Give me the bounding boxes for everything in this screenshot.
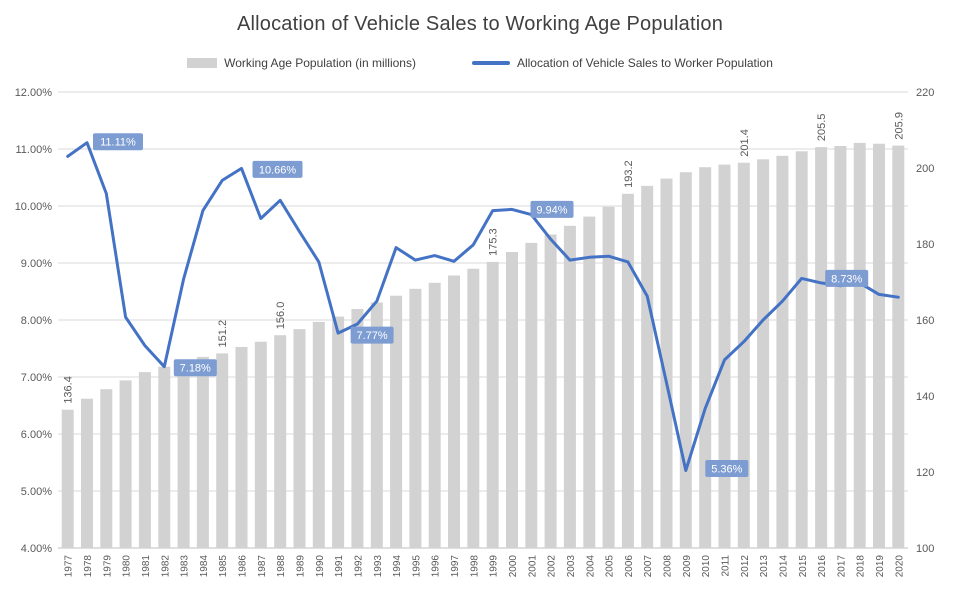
left-axis-tick-labels: 4.00% 5.00% 6.00% 7.00% 8.00% 9.00% 10.00% 11.0… [15, 87, 53, 555]
svg-text:205.5: 205.5 [816, 114, 828, 142]
svg-text:2007: 2007 [643, 555, 654, 578]
svg-text:11.00%: 11.00% [16, 144, 53, 156]
svg-text:9.94%: 9.94% [536, 204, 567, 216]
svg-text:7.77%: 7.77% [357, 330, 388, 342]
svg-text:1993: 1993 [373, 555, 384, 578]
svg-text:180: 180 [916, 239, 934, 251]
svg-text:220: 220 [916, 87, 934, 99]
svg-text:205.9: 205.9 [893, 112, 905, 140]
svg-text:1986: 1986 [238, 555, 249, 578]
svg-text:1982: 1982 [160, 555, 171, 578]
svg-text:1998: 1998 [469, 555, 480, 578]
bars-working-age-population [61, 142, 905, 549]
svg-text:9.00%: 9.00% [21, 258, 52, 270]
svg-text:10.66%: 10.66% [259, 164, 297, 176]
svg-text:1983: 1983 [180, 555, 191, 578]
svg-text:2006: 2006 [624, 555, 635, 578]
svg-text:2017: 2017 [836, 555, 847, 578]
svg-text:2001: 2001 [527, 555, 538, 578]
svg-text:151.2: 151.2 [217, 320, 229, 348]
svg-text:5.00%: 5.00% [21, 486, 52, 498]
svg-text:1996: 1996 [431, 555, 442, 578]
svg-text:8.73%: 8.73% [831, 273, 862, 285]
legend-label-line: Allocation of Vehicle Sales to Worker Po… [516, 56, 773, 70]
svg-text:136.4: 136.4 [63, 376, 75, 404]
svg-text:7.00%: 7.00% [21, 372, 52, 384]
svg-text:2000: 2000 [508, 555, 519, 578]
svg-text:2020: 2020 [894, 555, 905, 578]
svg-text:1987: 1987 [257, 555, 268, 578]
legend-label-bars: Working Age Population (in millions) [224, 56, 416, 70]
svg-text:160: 160 [916, 315, 934, 327]
svg-text:1999: 1999 [489, 555, 500, 578]
svg-text:1984: 1984 [199, 555, 210, 578]
svg-text:1988: 1988 [276, 555, 287, 578]
svg-text:2015: 2015 [798, 555, 809, 578]
line-series-swatch [471, 61, 510, 65]
svg-text:1980: 1980 [122, 555, 133, 578]
svg-text:140: 140 [916, 391, 934, 403]
svg-text:7.18%: 7.18% [180, 363, 211, 375]
svg-text:6.00%: 6.00% [21, 429, 52, 441]
svg-text:200: 200 [916, 163, 934, 175]
svg-text:1978: 1978 [83, 555, 94, 578]
legend-item-working-age-population: Working Age Population (in millions) [187, 56, 416, 70]
svg-text:4.00%: 4.00% [21, 543, 52, 555]
svg-text:201.4: 201.4 [739, 129, 751, 157]
svg-text:2016: 2016 [817, 555, 828, 578]
svg-text:100: 100 [916, 543, 934, 555]
svg-text:2012: 2012 [740, 555, 751, 578]
x-axis-year-labels: 1977 1978 1979 1980 1981 1982 1983 1984 1985 1986… [64, 555, 906, 578]
svg-text:120: 120 [916, 467, 934, 479]
svg-text:2009: 2009 [682, 555, 693, 578]
chart-title: Allocation of Vehicle Sales to Working A… [236, 13, 724, 35]
svg-text:193.2: 193.2 [623, 160, 635, 188]
svg-text:1985: 1985 [218, 555, 229, 578]
svg-text:1989: 1989 [295, 555, 306, 578]
right-axis-tick-labels: 100 120 140 160 180 200 220 [916, 87, 934, 555]
svg-text:8.00%: 8.00% [21, 315, 52, 327]
legend-item-allocation: Allocation of Vehicle Sales to Worker Po… [471, 56, 773, 70]
svg-text:1990: 1990 [315, 555, 326, 578]
svg-text:12.00%: 12.00% [15, 87, 53, 99]
svg-text:1994: 1994 [392, 555, 403, 578]
svg-text:2011: 2011 [720, 555, 731, 577]
svg-text:2002: 2002 [547, 555, 558, 578]
svg-text:1995: 1995 [411, 555, 422, 578]
svg-text:10.00%: 10.00% [15, 201, 53, 213]
svg-text:156.0: 156.0 [275, 302, 287, 330]
svg-text:2019: 2019 [875, 555, 886, 578]
svg-text:5.36%: 5.36% [711, 463, 742, 475]
svg-text:2005: 2005 [605, 555, 616, 578]
svg-text:2014: 2014 [778, 555, 789, 578]
svg-text:2010: 2010 [701, 555, 712, 578]
svg-text:2004: 2004 [585, 555, 596, 578]
svg-text:1979: 1979 [102, 555, 113, 578]
bar-series-swatch [187, 58, 218, 68]
legend: Working Age Population (in millions) All… [0, 56, 960, 70]
svg-text:1997: 1997 [450, 555, 461, 578]
allocation-line [66, 141, 900, 472]
bar-value-labels: 136.4 151.2 156.0 175.3 193.2 201.4 205.5 205.9 [63, 112, 906, 404]
svg-text:11.11%: 11.11% [100, 137, 136, 149]
svg-text:175.3: 175.3 [488, 228, 500, 256]
line-data-callouts: 11.11% 7.18% 10.66% 7.77% 9.94% 5.36% 8.73% [93, 133, 869, 477]
svg-text:1992: 1992 [353, 555, 364, 578]
svg-text:2013: 2013 [759, 555, 770, 578]
svg-text:2018: 2018 [856, 555, 867, 578]
svg-text:2003: 2003 [566, 555, 577, 578]
svg-text:1981: 1981 [141, 555, 152, 578]
svg-text:2008: 2008 [663, 555, 674, 578]
svg-text:1977: 1977 [64, 555, 75, 578]
svg-text:1991: 1991 [334, 555, 345, 578]
